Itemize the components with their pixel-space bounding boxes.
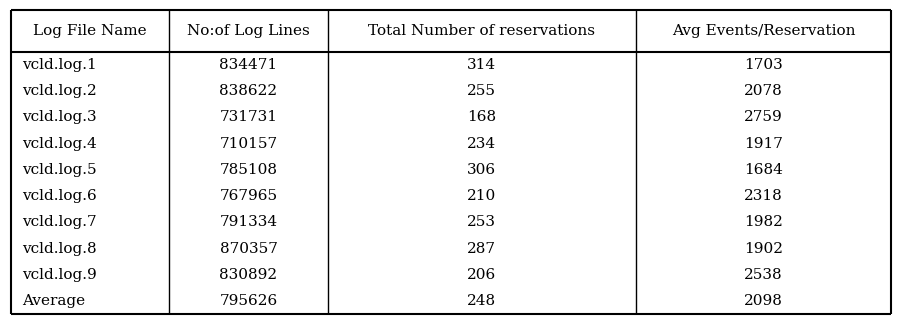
Text: 253: 253 [467, 215, 496, 229]
Text: vcld.log.8: vcld.log.8 [22, 242, 97, 256]
Text: 168: 168 [467, 110, 496, 124]
Text: 287: 287 [467, 242, 496, 256]
Text: 767965: 767965 [219, 189, 278, 203]
Text: 306: 306 [467, 163, 496, 177]
Text: 834471: 834471 [219, 58, 278, 72]
Text: Total Number of reservations: Total Number of reservations [368, 24, 595, 38]
Text: 870357: 870357 [219, 242, 278, 256]
Text: 795626: 795626 [219, 294, 278, 308]
Text: 2098: 2098 [744, 294, 783, 308]
Text: 1902: 1902 [744, 242, 783, 256]
Text: Avg Events/Reservation: Avg Events/Reservation [672, 24, 855, 38]
Text: 785108: 785108 [219, 163, 278, 177]
Text: 710157: 710157 [219, 137, 278, 151]
Text: 210: 210 [467, 189, 496, 203]
Text: 2318: 2318 [744, 189, 783, 203]
Text: 731731: 731731 [219, 110, 278, 124]
Text: 255: 255 [467, 84, 496, 98]
Text: 2759: 2759 [744, 110, 783, 124]
Text: 248: 248 [467, 294, 496, 308]
Text: vcld.log.7: vcld.log.7 [22, 215, 97, 229]
Text: vcld.log.6: vcld.log.6 [22, 189, 97, 203]
Text: vcld.log.5: vcld.log.5 [22, 163, 97, 177]
Text: vcld.log.1: vcld.log.1 [22, 58, 97, 72]
Text: 234: 234 [467, 137, 496, 151]
Text: 838622: 838622 [219, 84, 278, 98]
Text: 791334: 791334 [219, 215, 278, 229]
Text: No:of Log Lines: No:of Log Lines [187, 24, 310, 38]
Text: 2078: 2078 [744, 84, 783, 98]
Text: 1703: 1703 [744, 58, 783, 72]
Text: 2538: 2538 [744, 268, 783, 282]
Text: vcld.log.2: vcld.log.2 [22, 84, 97, 98]
Text: vcld.log.3: vcld.log.3 [22, 110, 97, 124]
Text: 1917: 1917 [744, 137, 783, 151]
Text: 1684: 1684 [744, 163, 783, 177]
Text: Average: Average [22, 294, 85, 308]
Text: Log File Name: Log File Name [33, 24, 147, 38]
Text: vcld.log.9: vcld.log.9 [22, 268, 97, 282]
Text: vcld.log.4: vcld.log.4 [22, 137, 97, 151]
Text: 830892: 830892 [219, 268, 278, 282]
Text: 314: 314 [467, 58, 496, 72]
Text: 1982: 1982 [744, 215, 783, 229]
Text: 206: 206 [467, 268, 496, 282]
